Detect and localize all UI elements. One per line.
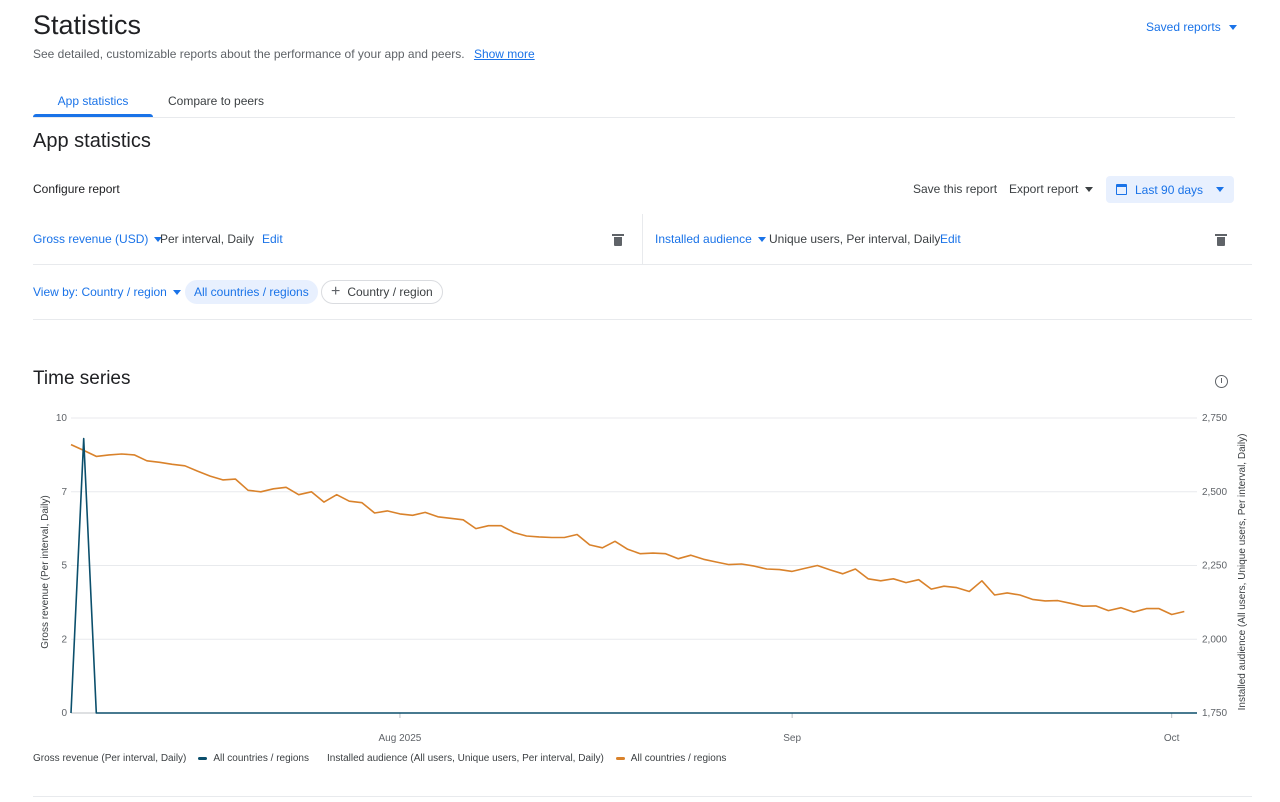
legend-entry[interactable]: All countries / regions [630,753,727,764]
x-axis-ticks: Aug 2025 Sep Oct [379,713,1180,744]
date-range-button[interactable]: Last 90 days [1106,176,1234,203]
delete-icon[interactable] [1215,234,1227,246]
export-report-dropdown[interactable]: Export report [1009,182,1094,196]
page-subtitle: See detailed, customizable reports about… [33,47,535,61]
right-axis-ticks: 2,750 2,500 2,250 2,000 1,750 [1202,413,1227,719]
legend-entry[interactable]: All countries / regions [213,753,309,764]
filter-row: View by: Country / region All countries … [33,266,1252,320]
add-country-region-chip[interactable]: + Country / region [321,280,443,304]
left-tick-label: 0 [61,708,67,719]
metric-row: Gross revenue (USD) Per interval, Daily … [33,214,1252,265]
edit-metric-button[interactable]: Edit [940,232,961,246]
time-series-chart: 10 7 5 2 0 2,750 2,500 2,250 2,000 1,750 Aug 202… [40,413,1248,744]
all-countries-chip[interactable]: All countries / regions [185,280,318,304]
right-tick-label: 2,250 [1202,561,1227,572]
chevron-down-icon [757,236,766,242]
save-report-button[interactable]: Save this report [913,182,997,196]
page-title: Statistics [33,10,142,40]
left-tick-label: 7 [61,487,67,498]
right-axis-label: Installed audience (All users, Unique us… [1237,434,1248,711]
legend-group-label: Installed audience (All users, Unique us… [327,753,604,764]
tab-label: App statistics [57,94,129,108]
left-axis-label: Gross revenue (Per interval, Daily) [40,495,51,648]
export-report-label: Export report [1009,182,1079,196]
section-title: App statistics [33,130,151,152]
right-tick-label: 2,000 [1202,634,1227,645]
right-tick-label: 2,500 [1202,487,1227,498]
chip-label: All countries / regions [194,285,309,299]
metric-detail: Unique users, Per interval, Daily [769,232,941,246]
date-range-label: Last 90 days [1135,182,1204,197]
saved-reports-label: Saved reports [1146,20,1221,34]
configure-report-label: Configure report [33,182,120,196]
x-tick-label: Sep [783,733,801,744]
tab-bar: App statistics Compare to peers [33,86,1235,118]
right-tick-label: 2,750 [1202,413,1227,424]
view-by-label: View by: Country / region [33,285,167,299]
tab-compare-to-peers[interactable]: Compare to peers [168,94,264,108]
left-axis-ticks: 10 7 5 2 0 [56,413,68,719]
legend-swatch-audience [615,757,625,760]
chevron-down-icon [172,289,181,295]
calendar-icon [1116,184,1127,195]
plus-icon: + [331,283,341,300]
metric-installed-audience-dropdown[interactable]: Installed audience [655,232,766,246]
series-line-installed-audience [70,443,1185,616]
chevron-down-icon [1085,186,1094,192]
subtitle-text: See detailed, customizable reports about… [33,47,465,61]
metric-name-label: Gross revenue (USD) [33,232,149,246]
legend-swatch-revenue [198,757,208,760]
tab-label: Compare to peers [168,94,265,108]
tab-app-statistics[interactable]: App statistics [33,94,153,108]
metric-divider [642,214,643,264]
show-more-link[interactable]: Show more [473,47,535,61]
delete-icon[interactable] [612,234,624,246]
active-tab-indicator [33,114,153,117]
chevron-down-icon [154,236,163,242]
right-tick-label: 1,750 [1202,708,1227,719]
metric-gross-revenue-dropdown[interactable]: Gross revenue (USD) [33,232,163,246]
chevron-down-icon [1228,24,1237,30]
chevron-down-icon [1216,187,1224,192]
left-tick-label: 10 [56,413,68,424]
time-series-title: Time series [33,368,131,389]
chart-grid [71,417,1197,714]
save-report-label: Save this report [913,182,998,196]
view-by-dropdown[interactable]: View by: Country / region [33,285,181,299]
metric-name-label: Installed audience [655,232,752,246]
left-tick-label: 5 [61,561,67,572]
chip-label: Country / region [347,285,433,299]
saved-reports-dropdown[interactable]: Saved reports [1146,20,1237,34]
x-tick-label: Oct [1164,733,1180,744]
timer-icon[interactable] [1215,375,1228,388]
edit-metric-button[interactable]: Edit [262,232,283,246]
metric-detail: Per interval, Daily [160,232,255,246]
series-line-gross-revenue [70,437,1197,714]
chart-legend: Gross revenue (Per interval, Daily) All … [33,753,726,764]
bottom-divider [33,796,1252,797]
legend-group-label: Gross revenue (Per interval, Daily) [33,753,187,764]
x-tick-label: Aug 2025 [379,733,422,744]
left-tick-label: 2 [61,634,67,645]
